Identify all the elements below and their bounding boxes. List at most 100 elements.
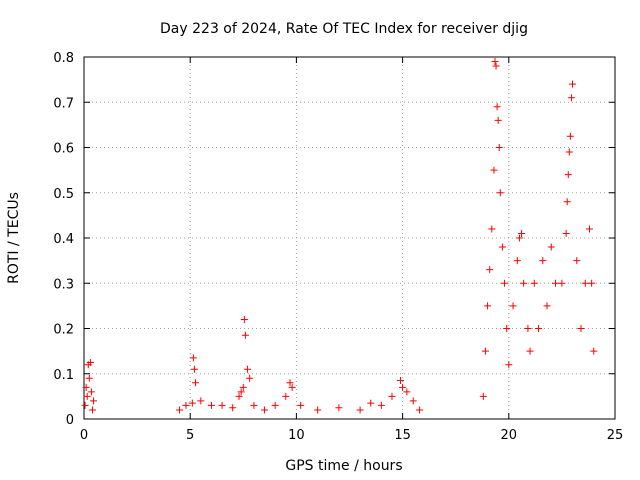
- data-point: [176, 406, 184, 414]
- data-point: [513, 257, 521, 265]
- data-point: [547, 243, 555, 251]
- data-point: [493, 103, 501, 111]
- data-point: [566, 132, 574, 140]
- y-axis-label: ROTI / TECUs: [6, 192, 22, 284]
- data-point: [558, 279, 566, 287]
- data-point: [188, 399, 196, 407]
- data-point: [218, 401, 226, 409]
- data-point: [192, 379, 200, 387]
- data-point: [85, 374, 93, 382]
- data-point: [564, 171, 572, 179]
- data-point: [235, 392, 243, 400]
- y-tick-label: 0.4: [53, 232, 74, 247]
- data-point: [409, 397, 417, 405]
- data-point: [565, 148, 573, 156]
- data-point: [498, 243, 506, 251]
- x-tick-label: 0: [80, 428, 88, 443]
- data-point: [88, 406, 96, 414]
- data-point: [396, 377, 404, 385]
- data-point: [562, 229, 570, 237]
- x-tick-label: 15: [394, 428, 411, 443]
- data-point: [190, 365, 198, 373]
- y-tick-label: 0.2: [53, 323, 74, 338]
- data-point: [207, 401, 215, 409]
- data-point: [81, 401, 89, 409]
- data-point: [524, 325, 532, 332]
- data-point: [495, 144, 503, 151]
- data-point: [335, 404, 343, 412]
- data-point: [197, 397, 205, 405]
- x-tick-label: 20: [501, 428, 518, 443]
- data-point: [377, 401, 385, 409]
- data-point: [535, 325, 543, 332]
- data-point: [356, 406, 364, 414]
- y-tick-label: 0.5: [53, 187, 74, 202]
- data-point: [518, 229, 526, 237]
- data-point: [577, 325, 585, 332]
- axis-ticks: 0 5 10 15 20 25 0 0.1 0.2 0.3 0.4 0.5 0.6 0.7 0.8: [53, 51, 623, 443]
- y-tick-label: 0: [66, 413, 74, 428]
- y-tick-label: 0.1: [53, 368, 74, 383]
- data-point: [490, 166, 498, 174]
- data-point: [586, 225, 594, 233]
- data-point: [581, 279, 589, 287]
- x-tick-label: 10: [288, 428, 305, 443]
- data-point: [505, 361, 513, 369]
- data-point: [496, 189, 504, 197]
- data-point: [244, 365, 252, 373]
- data-point: [509, 302, 517, 310]
- data-point: [286, 379, 294, 387]
- data-point: [82, 383, 90, 391]
- data-point: [488, 225, 496, 233]
- data-point: [526, 347, 534, 355]
- data-point: [83, 392, 91, 400]
- data-point: [569, 80, 577, 88]
- data-point: [250, 401, 258, 409]
- scatter-points: [81, 58, 598, 414]
- data-point: [486, 266, 494, 274]
- data-point: [403, 388, 411, 396]
- data-point: [240, 315, 248, 323]
- data-point: [503, 325, 511, 332]
- data-point: [246, 374, 254, 382]
- data-point: [479, 392, 487, 400]
- x-tick-label: 25: [607, 428, 624, 443]
- data-point: [563, 198, 571, 206]
- y-tick-label: 0.3: [53, 277, 74, 292]
- data-point: [530, 279, 538, 287]
- x-axis-label: GPS time / hours: [285, 458, 402, 474]
- grid-lines: [84, 57, 615, 419]
- data-point: [501, 279, 509, 287]
- data-point: [229, 404, 237, 412]
- x-tick-label: 5: [186, 428, 194, 443]
- data-point: [481, 347, 489, 355]
- chart-title: Day 223 of 2024, Rate Of TEC Index for r…: [160, 21, 528, 37]
- data-point: [539, 257, 547, 265]
- data-point: [237, 388, 245, 396]
- data-point: [367, 399, 375, 407]
- plot-frame: [83, 56, 616, 420]
- data-point: [182, 401, 190, 409]
- data-point: [515, 234, 523, 242]
- data-point: [241, 331, 249, 339]
- data-point: [314, 406, 322, 414]
- data-point: [484, 302, 492, 310]
- data-point: [520, 279, 528, 287]
- data-point: [573, 257, 581, 265]
- data-point: [399, 383, 407, 391]
- data-point: [90, 397, 98, 405]
- data-point: [288, 383, 296, 391]
- data-point: [86, 358, 94, 366]
- data-point: [282, 392, 290, 400]
- data-point: [567, 94, 575, 102]
- data-point: [297, 401, 305, 409]
- data-point: [388, 392, 396, 400]
- data-point: [491, 58, 499, 66]
- data-point: [261, 406, 269, 414]
- data-point: [239, 383, 247, 391]
- data-point: [590, 347, 598, 355]
- data-point: [416, 406, 424, 414]
- data-point: [492, 62, 500, 70]
- data-point: [271, 401, 279, 409]
